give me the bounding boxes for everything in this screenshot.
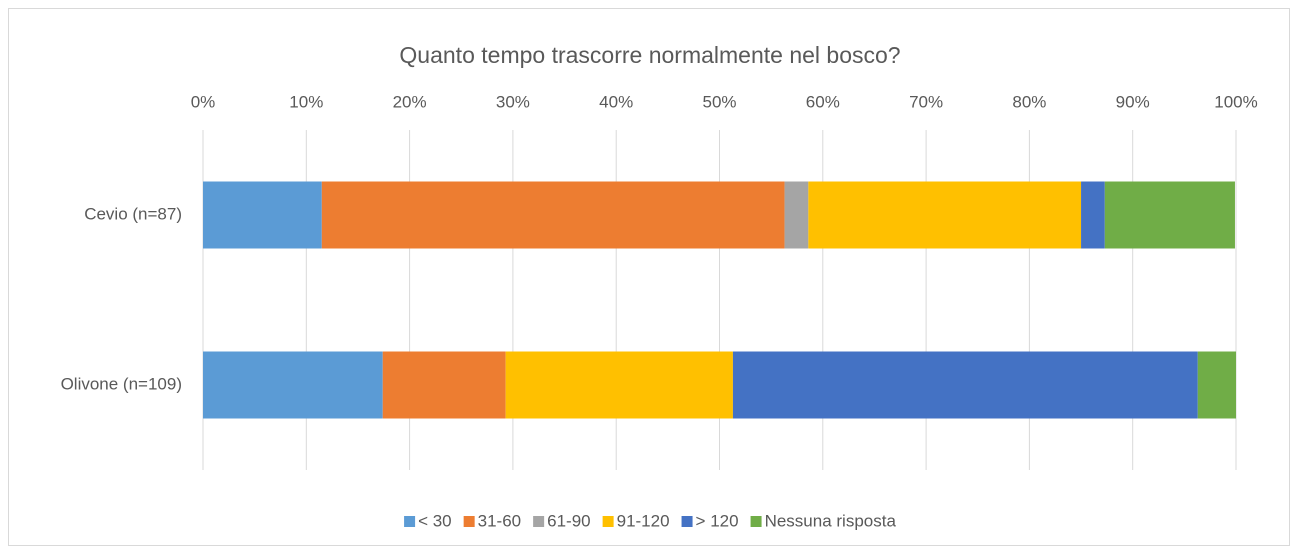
chart-title: Quanto tempo trascorre normalmente nel b… — [399, 42, 900, 68]
x-tick-label: 0% — [191, 92, 216, 111]
x-tick-label: 90% — [1116, 92, 1150, 111]
bar-segment — [505, 351, 733, 419]
legend-swatch — [463, 516, 475, 527]
x-tick-label: 30% — [496, 92, 530, 111]
legend-swatch — [533, 516, 545, 527]
bar-segment — [203, 351, 383, 419]
legend-swatch — [750, 516, 762, 527]
legend-label: 91-120 — [617, 511, 670, 530]
legend-swatch — [404, 516, 416, 527]
x-tick-label: 40% — [599, 92, 633, 111]
x-tick-label: 60% — [806, 92, 840, 111]
legend-swatch — [602, 516, 614, 527]
bar-segment — [382, 351, 506, 419]
legend-swatch — [681, 516, 693, 527]
x-tick-label: 20% — [393, 92, 427, 111]
x-tick-label: 70% — [909, 92, 943, 111]
y-tick-label: Olivone (n=109) — [61, 374, 182, 393]
legend-label: < 30 — [418, 511, 452, 530]
bar-segment — [732, 351, 1198, 419]
bar-segment — [1104, 181, 1235, 249]
x-tick-label: 80% — [1012, 92, 1046, 111]
legend-label: 61-90 — [547, 511, 590, 530]
y-tick-label: Cevio (n=87) — [84, 204, 182, 223]
legend-label: 31-60 — [478, 511, 521, 530]
bar-segment — [808, 181, 1082, 249]
x-tick-label: 100% — [1214, 92, 1257, 111]
chart-border — [8, 8, 1290, 546]
bar-segment — [321, 181, 785, 249]
legend-label: > 120 — [696, 511, 739, 530]
bar-segment — [784, 181, 809, 249]
legend-label: Nessuna risposta — [765, 511, 897, 530]
bar-segment — [1081, 181, 1105, 249]
x-tick-label: 10% — [289, 92, 323, 111]
x-tick-label: 50% — [702, 92, 736, 111]
bar-segment — [1197, 351, 1236, 419]
bar-segment — [203, 181, 322, 249]
